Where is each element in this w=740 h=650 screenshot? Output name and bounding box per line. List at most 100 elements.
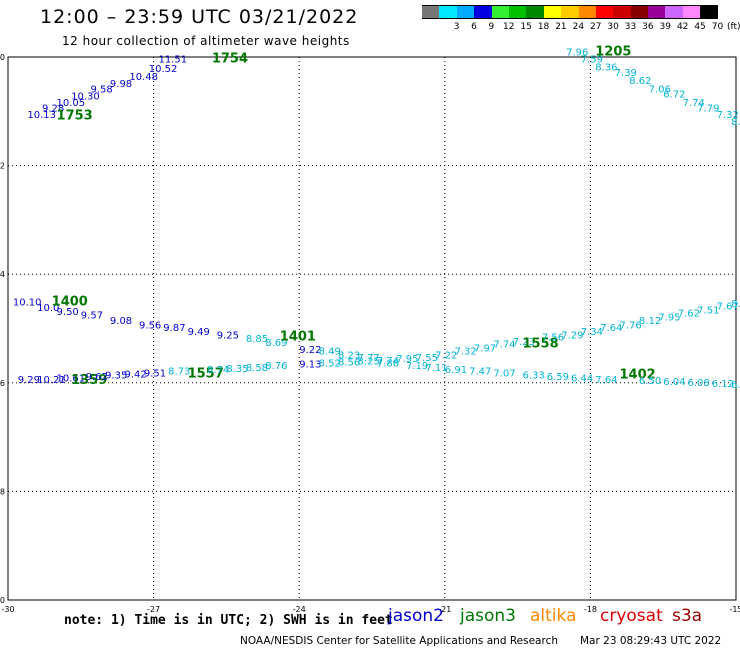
scale-swatch [439,5,457,19]
wave-height-label: 7.23 [513,337,535,348]
lat-tick-label: -64 [0,270,5,279]
scale-bin: 30 [595,5,619,32]
wave-height-label: 7.62 [678,309,700,320]
scale-label: 6 [471,22,477,32]
wave-height-label: 9.35 [105,370,127,381]
pass-time-label: 1558 [522,337,558,352]
lon-tick-label: -27 [147,605,160,614]
wave-height-label: 6.04 [663,377,685,388]
wave-height-label: 7.86 [377,359,399,370]
scale-bin: 42 [665,5,688,32]
wave-height-label: 8.76 [265,361,287,372]
wave-height-label: 7.47 [469,367,491,378]
scale-swatch [700,5,718,19]
wave-height-label: 8.12 [639,316,661,327]
wave-height-label: 7.74 [377,356,399,367]
wave-height-label: 7.95 [396,354,418,365]
scale-label: 39 [659,22,671,32]
wave-height-label: 9.25 [217,330,239,341]
wave-height-label: 9.42 [124,369,146,380]
wave-height-label: 8.62 [629,76,651,87]
wave-height-label: 9.08 [110,316,132,327]
lon-tick-label: -24 [293,605,306,614]
wave-height-label: 9.58 [91,84,113,95]
scale-bin: 27 [578,5,601,32]
lon-tick-label: -18 [584,605,597,614]
page-title: 12:00 – 23:59 UTC 03/21/2022 [40,6,359,28]
scale-swatch [630,5,649,19]
wave-height-label: 7.39 [615,68,637,79]
scale-swatch [613,5,631,19]
scale-bin: 15 [508,5,532,32]
scale-bin: 33 [613,5,636,32]
wave-height-label: 8.36 [595,63,617,74]
footer-timestamp: Mar 23 08:29:43 UTC 2022 [580,635,722,647]
scale-bin: 9 [474,5,494,32]
pass-time-label: 1402 [620,367,656,382]
scale-swatch [526,5,544,19]
wave-height-label: 7.22 [435,350,457,361]
wave-height-label: 6.33 [522,370,544,381]
scale-label: 70 [711,22,724,32]
lat-tick-label: -70 [0,596,5,605]
wave-height-label: 7.06 [649,84,671,95]
map-frame [7,56,737,601]
wave-height-label: 7.96 [566,47,588,58]
wave-height-label: 7.19 [406,361,428,372]
pass-time-label: 1754 [212,51,248,66]
wave-height-label: 9.49 [188,327,210,338]
wave-height-label: 7.64 [600,323,622,334]
lon-tick-label: -21 [438,605,451,614]
wave-height-label: 10.10 [13,298,42,309]
wave-height-label: 10.61 [57,374,86,385]
wave-height-label: 7.59 [581,54,603,65]
footnote: note: 1) Time is in UTC; 2) SWH is in fe… [64,613,393,628]
wave-height-label: 6.50 [639,376,661,387]
scale-label: 33 [624,22,637,32]
scale-swatch [648,5,666,19]
scale-label: 45 [694,22,706,32]
scale-label: 21 [555,22,567,32]
wave-height-label: 8.35 [226,364,248,375]
scale-label: 15 [520,22,532,32]
scale-bin: 12 [491,5,514,32]
wave-height-label: 9.62 [86,372,108,383]
pass-time-label: 1359 [71,373,107,388]
wave-height-label: 7.51 [697,305,719,316]
scale-bin: 21 [543,5,567,32]
scale-bin: 24 [561,5,584,32]
wave-height-label: 6.12 [712,379,734,390]
wave-height-label: 7.74 [683,98,705,109]
scale-unit: (ft) [727,22,740,32]
wave-height-label: 7.56 [542,332,564,343]
scale-swatch [491,5,509,19]
wave-height-label: 6.9 [731,380,740,391]
wave-height-label: 7.97 [474,343,496,354]
wave-height-label: 9.56 [139,321,161,332]
wave-height-label: 9.51 [144,368,166,379]
wave-height-label: 7.55 [416,353,438,364]
wave-height-label: 9.29 [18,375,40,386]
scale-bin: 70 [700,5,723,32]
wave-height-label: 7.76 [620,321,642,332]
legend-altika: altika [530,606,577,626]
wave-height-label: 7.34 [581,327,603,338]
scale-swatch [682,5,701,19]
lon-tick-label: -15 [729,605,740,614]
wave-height-label: 7.95 [658,312,680,323]
scale-label: 3 [453,22,460,32]
scale-swatch [456,5,475,19]
wave-height-label: 8.74 [207,365,229,376]
wave-height-label: 11.51 [158,54,187,65]
scale-label: 27 [589,22,602,32]
scale-bin: 3 [439,5,459,32]
wave-height-label: 10.30 [71,91,100,102]
wave-height-label: 8.69 [265,338,287,349]
wave-height-label: 7.32 [717,110,739,121]
wave-height-label: 10.21 [37,375,66,386]
wave-height-label: 7.74 [493,340,515,351]
wave-height-label: 8.09 [731,299,740,310]
scale-swatch [595,5,614,19]
legend-jason3: jason3 [460,606,516,626]
wave-height-label: 10.0 [37,303,59,314]
